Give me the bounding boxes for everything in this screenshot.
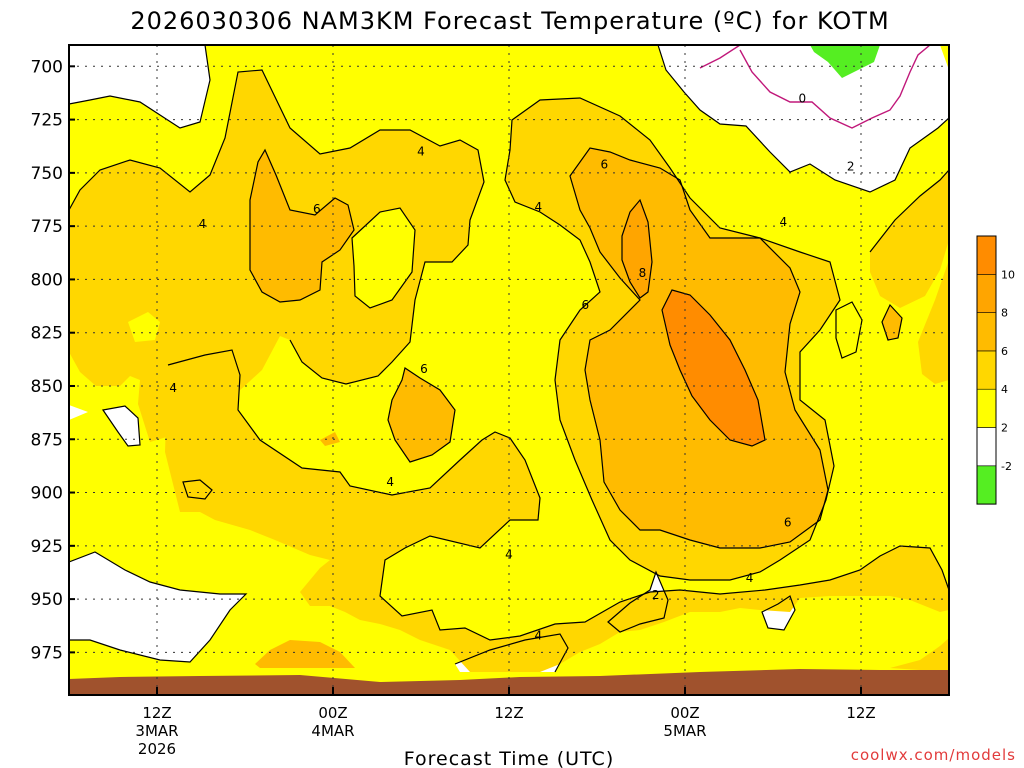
isotherm-8c-upper: [621, 198, 653, 299]
isotherm-6c-center: [569, 147, 829, 549]
contour-label: 4: [505, 547, 513, 561]
gridlines: [69, 45, 949, 695]
field-2-4c-hole-c: [836, 302, 862, 358]
field-below-2c-upper-right: [658, 45, 949, 192]
y-tick-label: 825: [31, 324, 63, 344]
contour-label: 6: [581, 298, 589, 312]
x-tick-label: 2026: [138, 740, 176, 758]
field-6-8c-bottom: [255, 640, 355, 668]
contour-label: 4: [535, 628, 543, 642]
color-legend: -2 2 4 6 8 10: [976, 235, 1015, 505]
legend-label: -2: [1001, 460, 1012, 473]
isotherm-4c-lower: [167, 349, 949, 641]
legend-swatch: [976, 465, 997, 505]
field-2-4c-hole-a: [352, 208, 415, 308]
y-tick-label: 875: [31, 430, 63, 450]
x-tick-label: 00Z: [670, 704, 699, 722]
field-below-2c-left-edge: [69, 405, 88, 420]
field-6-8c-mid: [388, 368, 455, 462]
field-4-6c-bottom-right: [890, 638, 949, 672]
y-tick-label: 950: [31, 590, 63, 610]
contour-label: 4: [779, 215, 787, 229]
contour-label: 2: [652, 588, 660, 602]
legend-frame: [976, 235, 997, 505]
x-tick-label: 12Z: [494, 704, 523, 722]
x-tick-label: 12Z: [846, 704, 875, 722]
legend-swatch: [976, 427, 997, 467]
y-tick-label: 975: [31, 643, 63, 663]
y-tick-label: 900: [31, 484, 63, 504]
y-tick-label: 700: [31, 57, 63, 77]
legend-label: 8: [1001, 307, 1008, 320]
isotherm-6c-mid: [387, 367, 456, 463]
chart-title: 2026030306 NAM3KM Forecast Temperature (…: [130, 7, 889, 35]
contour-label: 4: [199, 217, 207, 231]
isotherm-2c-upper: [69, 45, 949, 193]
field-6-8c-center-small: [320, 432, 340, 446]
field-4-6c-right-edge: [918, 260, 949, 384]
legend-swatch: [976, 235, 997, 275]
contour-label: 6: [313, 202, 321, 216]
legend-label: 2: [1001, 422, 1008, 435]
legend-label: 10: [1001, 268, 1015, 281]
isotherm-2c-lower-left: [69, 551, 248, 663]
x-axis-title: Forecast Time (UTC): [404, 748, 614, 768]
contour-labels: 0 2 2 4 4 4 4 4 4 4 4 4 6 6 6 6 6 8: [169, 91, 854, 642]
x-tick-label: 3MAR: [135, 722, 178, 740]
x-tick-label: 12Z: [142, 704, 171, 722]
contour-label: 6: [601, 157, 609, 171]
temperature-field: [69, 45, 949, 695]
isotherm-8c-lower: [661, 289, 766, 447]
contour-label: 2: [847, 159, 855, 173]
y-tick-label: 800: [31, 270, 63, 290]
ground-surface: [69, 669, 949, 695]
field-below-2c-upper-left: [69, 45, 210, 128]
x-tick-label: 5MAR: [663, 722, 706, 740]
field-2-4c-hole-b: [128, 312, 160, 342]
field-6-8c-right: [882, 305, 902, 340]
isotherm-2c-pockets: [101, 405, 796, 673]
field-below-2c-left-small: [103, 406, 140, 446]
y-tick-label: 850: [31, 377, 63, 397]
field-8-10c-upper: [622, 200, 652, 298]
isotherm-4c-hole-a: [351, 207, 416, 309]
contour-label: 4: [386, 475, 394, 489]
contour-label: 0: [799, 91, 807, 105]
field-below-0c: [810, 45, 880, 78]
legend-swatch: [976, 350, 997, 390]
field-8-10c-lower: [662, 290, 765, 446]
isotherm-6c-left: [249, 148, 355, 303]
y-tick-label: 925: [31, 537, 63, 557]
legend-swatch: [976, 312, 997, 352]
legend-swatch: [976, 273, 997, 313]
y-tick-label: 725: [31, 111, 63, 131]
contour-label: 4: [746, 571, 754, 585]
contour-label: 6: [784, 515, 792, 529]
contour-label: 4: [417, 145, 425, 159]
credit-text: coolwx.com/models: [851, 746, 1016, 764]
isotherm-4c-right: [835, 169, 949, 359]
x-tick-label: 4MAR: [311, 722, 354, 740]
field-4-6c-right-upper: [870, 170, 949, 308]
contour-label: 8: [639, 266, 647, 280]
legend-label: 6: [1001, 345, 1008, 358]
x-tick-label: 00Z: [318, 704, 347, 722]
y-tick-label: 775: [31, 217, 63, 237]
legend-swatch: [976, 388, 997, 428]
isotherm-0c: [699, 45, 931, 129]
legend-label: 4: [1001, 383, 1008, 396]
isotherm-4c-left: [69, 69, 485, 385]
y-axis: 700 725 750 775 800 825 850 875 900 925 950 975: [31, 57, 75, 663]
contour-label: 4: [535, 200, 543, 214]
contour-label: 4: [169, 381, 177, 395]
isotherm-4c-center: [504, 97, 841, 581]
contour-label: 6: [420, 362, 428, 376]
y-tick-label: 750: [31, 164, 63, 184]
